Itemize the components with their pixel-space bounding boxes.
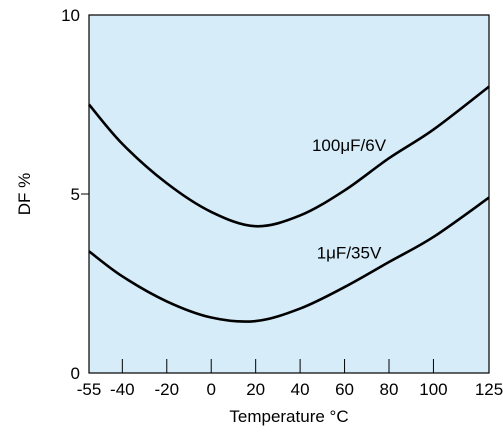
series-line-0 <box>88 85 490 228</box>
labels-layer: -55 -40 -20 0 20 40 60 80 100 125 0 5 10 100μF/6V 1μF/… <box>61 6 503 399</box>
series-label-0: 100μF/6V <box>312 136 387 155</box>
x-tick-label: -40 <box>110 380 135 399</box>
y-tick-label: 10 <box>61 6 80 25</box>
series-label-1: 1μF/35V <box>317 243 382 262</box>
x-tick-label: 100 <box>419 380 447 399</box>
x-tick-label: 40 <box>291 380 310 399</box>
x-tick-label: 125 <box>475 380 503 399</box>
plot-area <box>88 14 490 374</box>
ticks-layer <box>81 193 490 373</box>
y-tick-label: 0 <box>71 364 80 383</box>
series-line-1 <box>88 196 490 323</box>
y-tick-label: 5 <box>71 185 80 204</box>
x-tick-label: 0 <box>206 380 215 399</box>
x-tick-label: -55 <box>77 380 102 399</box>
x-tick-label: 60 <box>335 380 354 399</box>
series-layer <box>88 85 490 323</box>
x-tick-label: 20 <box>246 380 265 399</box>
y-axis-label: DF % <box>15 173 34 216</box>
x-tick-label: -20 <box>154 380 179 399</box>
x-tick-label: 80 <box>380 380 399 399</box>
x-axis-label: Temperature °C <box>229 407 348 426</box>
